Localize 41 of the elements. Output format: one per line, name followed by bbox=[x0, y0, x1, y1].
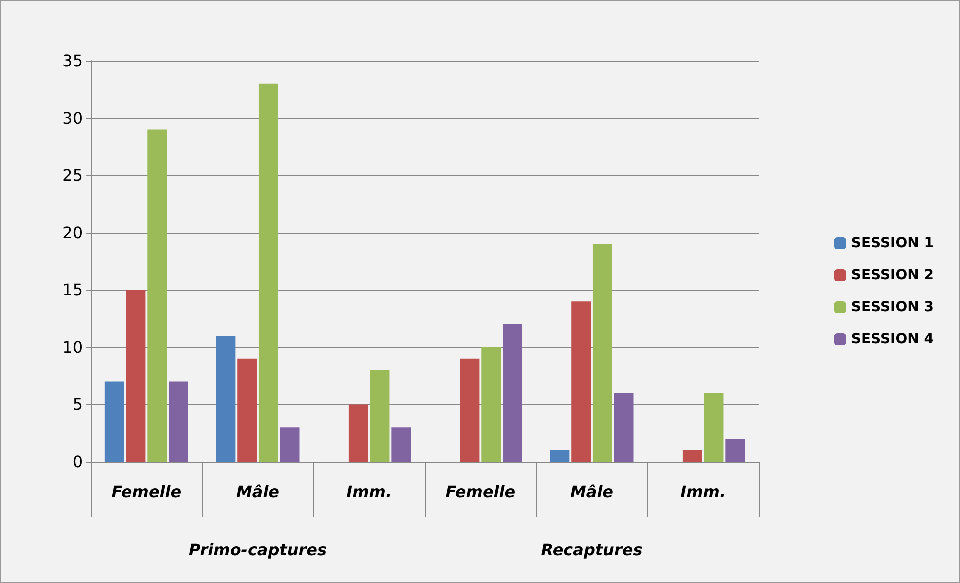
x-tick-label: Femelle bbox=[112, 482, 182, 502]
x-tick-label: Mâle bbox=[570, 482, 614, 502]
y-tick-label: 30 bbox=[62, 108, 83, 128]
text: Recaptures bbox=[541, 540, 643, 560]
x-tick-label: Imm. bbox=[680, 482, 726, 502]
bar bbox=[550, 450, 570, 462]
legend-label: SESSION 3 bbox=[851, 300, 934, 316]
y-tick-label: 20 bbox=[62, 223, 83, 242]
bar bbox=[503, 324, 522, 462]
bar bbox=[280, 428, 300, 462]
text: Primo-captures bbox=[189, 540, 327, 560]
bar bbox=[258, 84, 278, 462]
bar bbox=[682, 450, 702, 462]
bar bbox=[392, 428, 412, 462]
bar bbox=[104, 382, 124, 462]
bar bbox=[169, 382, 188, 462]
bar bbox=[482, 347, 502, 462]
bar bbox=[460, 358, 480, 462]
bar bbox=[704, 393, 724, 462]
bar bbox=[572, 302, 592, 462]
bar bbox=[148, 130, 168, 462]
y-tick-label: 15 bbox=[62, 280, 83, 300]
bar bbox=[126, 290, 146, 462]
legend-label: SESSION 2 bbox=[851, 268, 934, 284]
bar bbox=[726, 439, 746, 462]
bar bbox=[614, 393, 634, 462]
y-tick-label: 35 bbox=[62, 52, 83, 70]
bar bbox=[216, 336, 236, 462]
y-tick-label: 0 bbox=[72, 452, 83, 472]
x-tick-label: Mâle bbox=[236, 482, 280, 502]
x-tick-label: Femelle bbox=[446, 482, 516, 502]
bar bbox=[370, 370, 390, 462]
bar bbox=[238, 358, 258, 462]
legend-label: SESSION 1 bbox=[851, 236, 934, 252]
y-tick-label: 10 bbox=[62, 338, 83, 357]
y-tick-label: 5 bbox=[72, 395, 83, 414]
legend-label: SESSION 4 bbox=[851, 332, 934, 348]
x-tick-label: Imm. bbox=[346, 482, 392, 502]
bar bbox=[592, 244, 612, 462]
y-tick-label: 25 bbox=[62, 166, 83, 186]
bar bbox=[348, 404, 368, 462]
